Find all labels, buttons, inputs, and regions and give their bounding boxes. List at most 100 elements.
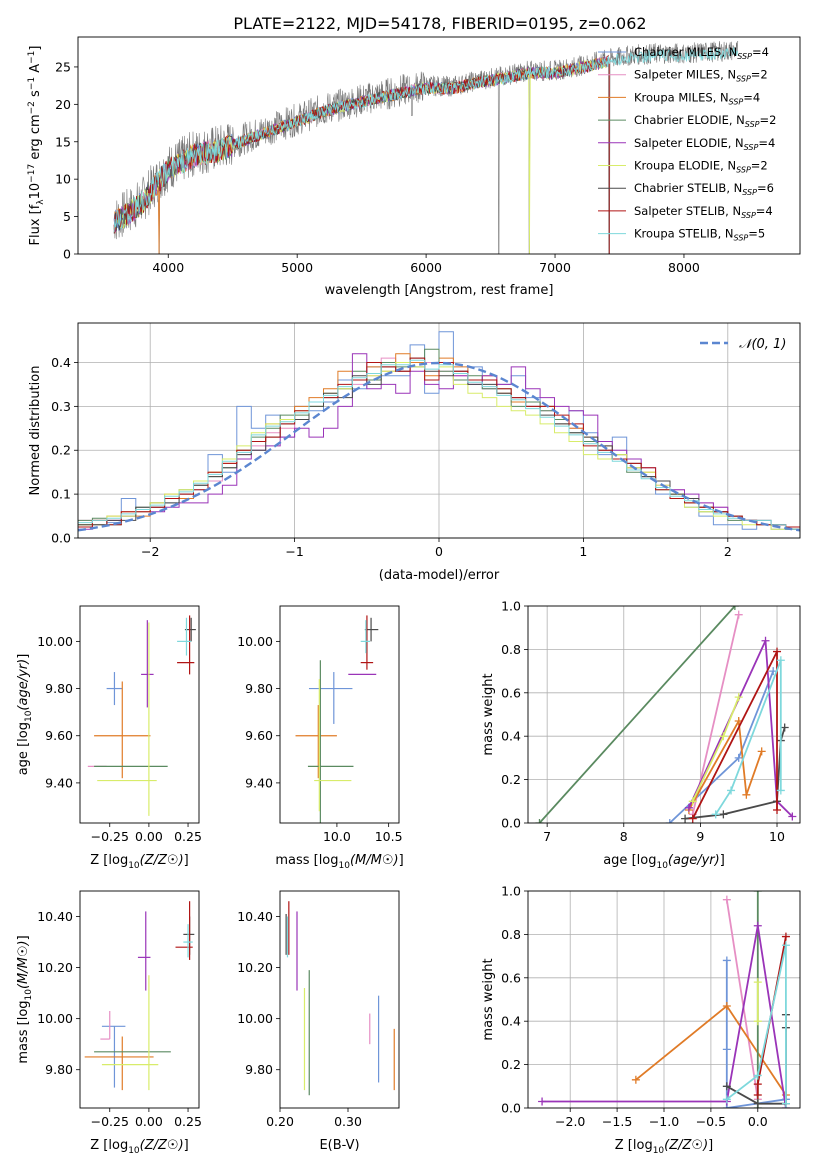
weight-marker	[722, 1045, 731, 1054]
weight-marker	[734, 610, 743, 619]
x-tick-label: 4000	[152, 260, 184, 275]
residuals-xlabel: (data-model)/error	[379, 568, 500, 583]
spectrum-frame	[77, 36, 801, 255]
mass_vs_Z-ylabel: mass [log10(M/M☉)]	[16, 935, 34, 1063]
x-tick-label: 10	[769, 829, 785, 844]
age_vs_mass-frame	[279, 605, 400, 824]
y-tick-label: 9.40	[245, 775, 273, 790]
weight-marker	[688, 814, 697, 823]
x-tick-label: −1.5	[602, 1114, 632, 1129]
x-tick-label: −0.25	[91, 1114, 129, 1129]
mass_vs_Z-xlabel: Z [log10(Z/Z☉)]	[90, 1138, 188, 1156]
weight_vs_Z-ylabel: mass weight	[481, 958, 496, 1040]
axes-mass_vs_EBV: 0.20 0.30 9.80 10.00 10.20 10.40	[237, 909, 362, 1129]
weight-line	[542, 925, 787, 1108]
errorbars-mass_vs_Z	[84, 901, 195, 1091]
y-tick-label: 0.8	[501, 642, 521, 657]
y-tick-label: 0.4	[501, 729, 521, 744]
weight-marker	[776, 656, 785, 665]
y-tick-label: 0.8	[501, 927, 521, 942]
weight-marker	[781, 932, 790, 941]
legend-label: Salpeter MILES, NSSP=2	[634, 68, 768, 84]
axes-weight_vs_Z: −2.0 −1.5 −1.0 −0.5 0.0 0.0 0.2 0.4 0.6 0.8 1.0	[501, 884, 800, 1129]
weight-marker	[742, 790, 751, 799]
errorbars-mass_vs_EBV	[285, 901, 395, 1096]
y-tick-label: 9.80	[245, 681, 273, 696]
x-tick-label: −0.25	[91, 829, 129, 844]
weight-marker	[781, 941, 790, 950]
x-tick-label: 6000	[410, 260, 442, 275]
weight-marker	[722, 1082, 731, 1091]
weight-line	[688, 718, 763, 811]
weight-lines-weight_vs_Z	[538, 891, 790, 1108]
spectrum-xlabel: wavelength [Angstrom, rest frame]	[325, 283, 554, 298]
y-tick-label: 9.80	[45, 1062, 73, 1077]
weight-marker	[719, 732, 728, 741]
weight-marker	[681, 814, 690, 823]
axes-age_vs_mass: 10.0 10.5 9.40 9.60 9.80 10.00	[237, 634, 402, 844]
weight-line	[669, 670, 775, 823]
weight-marker	[711, 810, 720, 819]
weight-marker	[753, 978, 762, 987]
axes-mass_vs_Z: −0.25 0.00 0.25 9.80 10.00 10.20 10.40	[37, 909, 202, 1129]
x-tick-label: −2.0	[555, 1114, 585, 1129]
weight-line	[538, 606, 736, 823]
weight-marker	[734, 693, 743, 702]
spectrum-model-salpeter-stelib	[113, 54, 610, 254]
y-tick-label: 1.0	[501, 599, 521, 614]
weight-marker	[780, 723, 789, 732]
y-tick-label: 25	[55, 59, 71, 74]
x-tick-label: 0.25	[174, 1114, 202, 1129]
y-tick-label: 10.00	[237, 1011, 273, 1026]
weight-marker	[684, 803, 693, 812]
y-tick-label: 20	[55, 97, 71, 112]
histogram-salpeter-elodie	[78, 353, 800, 538]
chart-layer: 4000 5000 6000 7000 80000510152025wavelength…	[16, 36, 801, 1156]
weight-marker	[761, 636, 770, 645]
y-tick-label: 0.2	[51, 443, 71, 458]
weight_vs_age-ylabel: mass weight	[481, 673, 496, 755]
weight-marker	[722, 1095, 731, 1104]
age_vs_Z-frame	[79, 605, 200, 824]
weight_vs_Z-xlabel: Z [log10(Z/Z☉)]	[615, 1138, 713, 1156]
legend-label: Kroupa ELODIE, NSSP=2	[634, 159, 768, 175]
histograms	[78, 331, 800, 538]
weight-line	[691, 651, 778, 820]
y-tick-label: 0.0	[501, 1101, 521, 1116]
x-tick-label: 0.25	[174, 829, 202, 844]
y-tick-label: 10	[55, 172, 71, 187]
x-tick-label: 10.5	[375, 829, 403, 844]
weight-marker	[753, 1090, 762, 1099]
x-tick-label: 1	[579, 544, 587, 559]
y-tick-label: 0.4	[501, 1014, 521, 1029]
y-tick-label: 5	[63, 209, 71, 224]
x-tick-label: 0.20	[266, 1114, 294, 1129]
y-tick-label: 0	[63, 247, 71, 262]
histogram-salpeter-stelib	[78, 357, 800, 538]
y-tick-label: 0.0	[51, 531, 71, 546]
weight-marker	[773, 647, 782, 656]
normal-legend-label: 𝒩(0, 1)	[739, 337, 786, 352]
weight-marker	[538, 1097, 547, 1106]
weight-marker	[753, 1080, 762, 1089]
mass_vs_EBV-frame	[279, 890, 400, 1109]
weight-marker	[753, 1099, 762, 1108]
x-tick-label: 0	[435, 544, 443, 559]
histogram-kroupa-stelib	[78, 359, 800, 538]
weight-lines-weight_vs_age	[535, 606, 797, 823]
y-tick-label: 10.20	[237, 960, 273, 975]
y-tick-label: 9.80	[45, 681, 73, 696]
residuals-ylabel: Normed distribution	[28, 366, 43, 496]
y-tick-label: 10.00	[237, 634, 273, 649]
normal-curve	[78, 361, 800, 532]
y-tick-label: 1.0	[501, 884, 521, 899]
legend-label: Salpeter STELIB, NSSP=4	[634, 204, 773, 220]
x-tick-label: 7	[543, 829, 551, 844]
legend-label: Salpeter ELODIE, NSSP=4	[634, 136, 775, 152]
axes-spectrum: 4000 5000 6000 7000 8000 0 5 10 15 20 25	[55, 59, 700, 275]
legend-label: Kroupa STELIB, NSSP=5	[634, 227, 765, 243]
y-tick-label: 10.40	[37, 909, 73, 924]
x-tick-label: 0.0	[748, 1114, 768, 1129]
y-tick-label: 0.6	[501, 685, 521, 700]
weight-marker	[788, 812, 797, 821]
